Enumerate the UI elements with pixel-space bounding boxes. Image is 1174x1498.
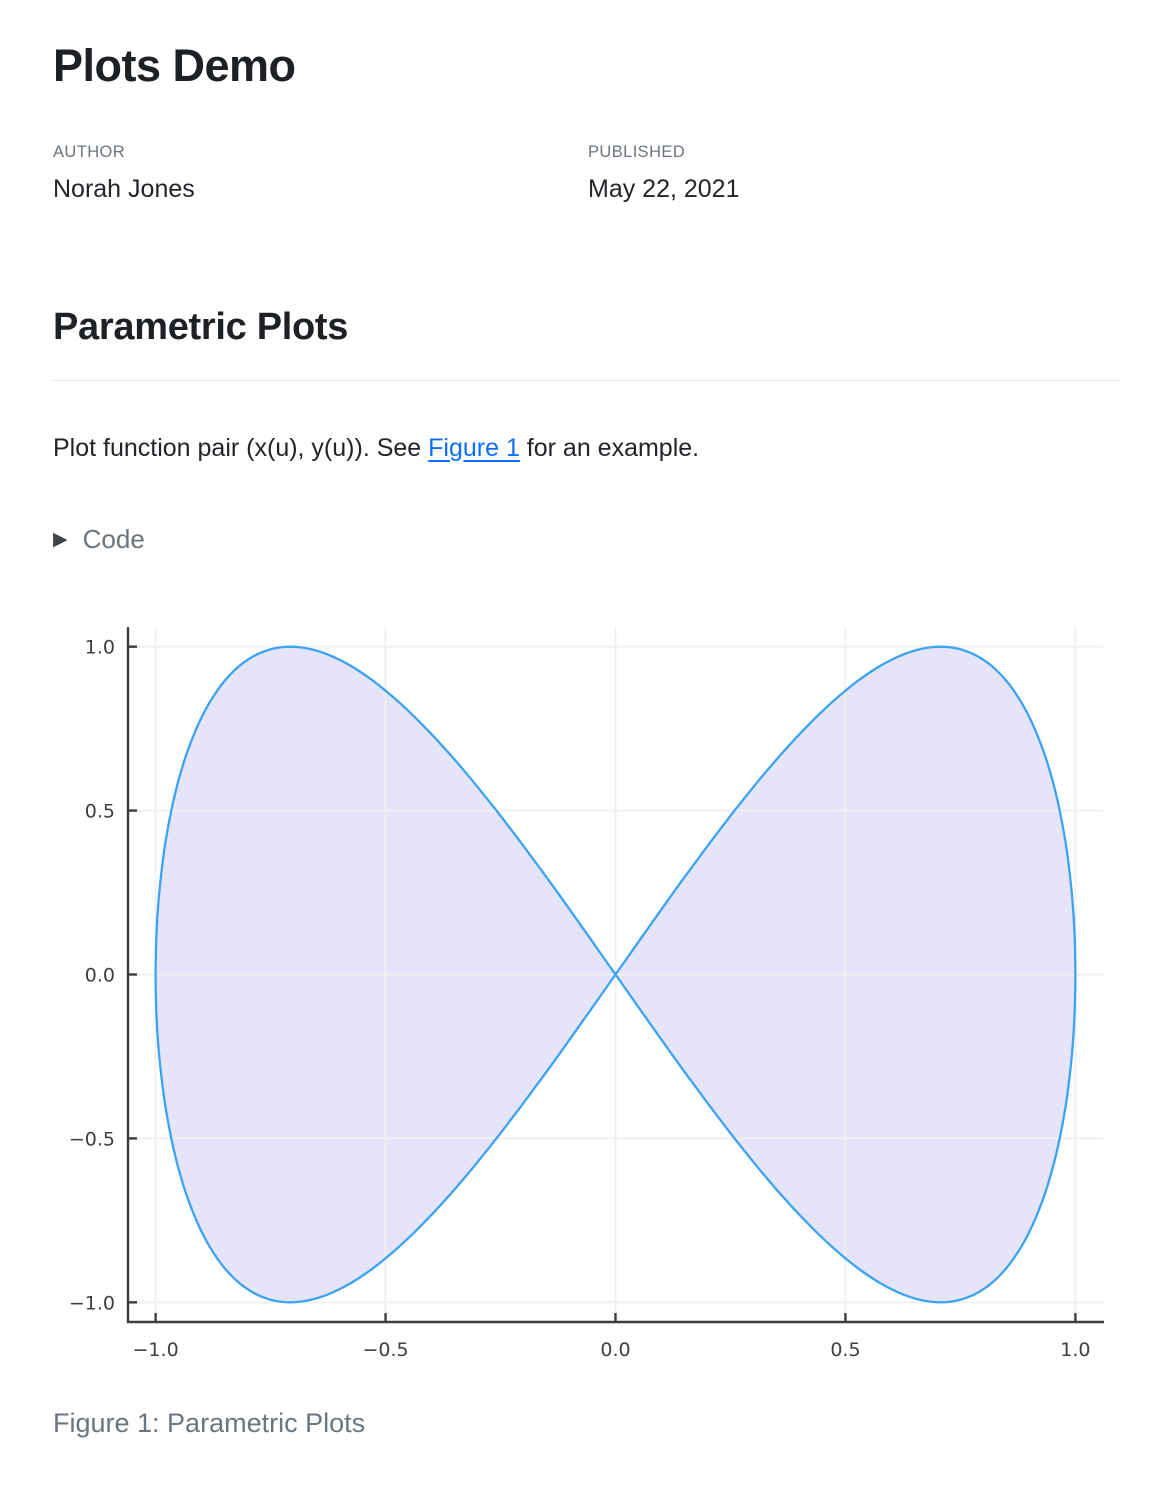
author-label: AUTHOR [53, 143, 126, 161]
paragraph-text-prefix: Plot function pair (x(u), y(u)). See [53, 434, 429, 462]
code-fold-toggle[interactable]: ▶ Code [53, 524, 145, 555]
series-line [154, 645, 1077, 1304]
x-tick-label: 0.0 [600, 1339, 630, 1361]
figure-caption: Figure 1: Parametric Plots [53, 1408, 366, 1438]
y-tick-label: 1.0 [85, 637, 115, 659]
figure-1-container: −1.0 −0.5 0.0 0.5 1.0 −1.0 −0.5 0.0 0.5 1.0 [45, 606, 1135, 1386]
paragraph-text-suffix: for an example. [519, 434, 700, 462]
published-block: PUBLISHED May 22, 2021 [588, 143, 740, 204]
intro-paragraph: Plot function pair (x(u), y(u)). See Fig… [53, 434, 1121, 463]
parametric-plot-chart: −1.0 −0.5 0.0 0.5 1.0 −1.0 −0.5 0.0 0.5 1.0 [69, 627, 1104, 1361]
x-tick-label: −0.5 [362, 1339, 408, 1361]
code-fold-label: Code [82, 524, 145, 554]
triangle-right-icon: ▶ [53, 529, 68, 550]
y-tick-label: 0.0 [85, 965, 115, 987]
section-heading-parametric-plots: Parametric Plots [53, 306, 1121, 381]
page-title: Plots Demo [53, 40, 296, 91]
y-tick-label: −1.0 [69, 1292, 115, 1314]
published-date: May 22, 2021 [588, 175, 740, 203]
x-tick-label: 0.5 [830, 1339, 860, 1361]
x-tick-label: 1.0 [1060, 1339, 1090, 1361]
figure-1-link[interactable]: Figure 1 [428, 434, 520, 462]
author-block: AUTHOR Norah Jones [53, 143, 195, 204]
author-name: Norah Jones [53, 175, 195, 203]
y-tick-label: −0.5 [69, 1128, 115, 1150]
published-label: PUBLISHED [588, 143, 686, 161]
y-tick-label: 0.5 [85, 801, 115, 823]
x-tick-label: −1.0 [133, 1339, 179, 1361]
